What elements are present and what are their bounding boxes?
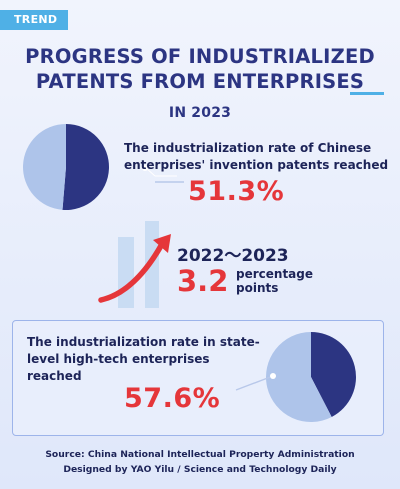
trend-tag: TREND: [0, 10, 68, 30]
pie-chart-high-tech: [266, 332, 356, 422]
designer-line: Designed by YAO Yilu / Science and Techn…: [63, 464, 337, 475]
enterprise-patent-text: The industrialization rate of Chinese en…: [124, 141, 389, 172]
change-years: 2022～2023: [177, 246, 289, 266]
pie-1-slice-industrialized: [62, 124, 109, 210]
title-line-2: PATENTS FROM ENTERPRISES: [35, 70, 365, 93]
change-unit: percentage points: [236, 267, 326, 295]
pie-2-leader-dot: [270, 373, 276, 379]
title-year: IN 2023: [168, 105, 232, 121]
change-value: 3.2: [177, 264, 229, 298]
change-unit-line-2: points: [236, 281, 279, 295]
high-tech-value: 57.6%: [124, 383, 221, 414]
growth-bar-left: [118, 237, 134, 308]
pie-2-leader-line: [235, 375, 274, 391]
pie-chart-enterprises: [22, 124, 109, 210]
growth-arrow-head: [153, 234, 171, 253]
enterprise-patent-value: 51.3%: [188, 176, 285, 207]
credits: Source: China National Intellectual Prop…: [0, 447, 400, 477]
pie-1-leader-dot: [142, 165, 148, 171]
pie-2-slice-industrialized: [266, 332, 332, 422]
pie-2-slice-other: [311, 332, 356, 417]
change-unit-line-1: percentage: [236, 267, 314, 281]
page-title: PROGRESS OF INDUSTRIALIZED PATENTS FROM …: [0, 44, 400, 124]
high-tech-text: The industrialization rate in state-leve…: [27, 335, 260, 383]
pie-1-slice-other: [22, 124, 67, 210]
title-accent-rule: [350, 92, 384, 95]
growth-arrow-shaft: [98, 241, 165, 303]
title-line-1: PROGRESS OF INDUSTRIALIZED: [25, 45, 375, 68]
source-line: Source: China National Intellectual Prop…: [45, 449, 355, 460]
